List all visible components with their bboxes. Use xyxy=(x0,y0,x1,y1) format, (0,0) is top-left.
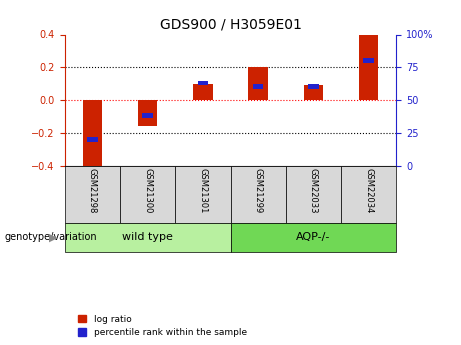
Bar xyxy=(65,223,230,252)
Text: GSM21298: GSM21298 xyxy=(88,168,97,213)
Bar xyxy=(304,85,323,100)
Bar xyxy=(197,80,208,86)
Bar xyxy=(138,100,157,126)
Text: ▶: ▶ xyxy=(49,232,58,242)
Text: GSM22033: GSM22033 xyxy=(309,168,318,213)
Bar xyxy=(65,166,120,223)
Text: GSM21299: GSM21299 xyxy=(254,168,263,213)
Text: GSM22034: GSM22034 xyxy=(364,168,373,213)
Bar xyxy=(248,67,268,100)
Bar xyxy=(308,85,319,89)
Bar xyxy=(193,84,213,100)
Title: GDS900 / H3059E01: GDS900 / H3059E01 xyxy=(160,18,301,32)
Bar xyxy=(230,166,286,223)
Bar xyxy=(253,85,264,89)
Text: wild type: wild type xyxy=(122,232,173,242)
Bar xyxy=(142,113,153,118)
Bar xyxy=(359,34,378,100)
Bar xyxy=(230,223,396,252)
Legend: log ratio, percentile rank within the sample: log ratio, percentile rank within the sa… xyxy=(78,315,247,337)
Text: AQP-/-: AQP-/- xyxy=(296,232,331,242)
Bar xyxy=(87,137,98,142)
Text: GSM21301: GSM21301 xyxy=(198,168,207,213)
Bar xyxy=(341,166,396,223)
Bar xyxy=(286,166,341,223)
Bar xyxy=(363,58,374,63)
Text: genotype/variation: genotype/variation xyxy=(5,232,97,242)
Text: GSM21300: GSM21300 xyxy=(143,168,152,213)
Bar xyxy=(83,100,102,167)
Bar xyxy=(175,166,230,223)
Bar xyxy=(120,166,175,223)
